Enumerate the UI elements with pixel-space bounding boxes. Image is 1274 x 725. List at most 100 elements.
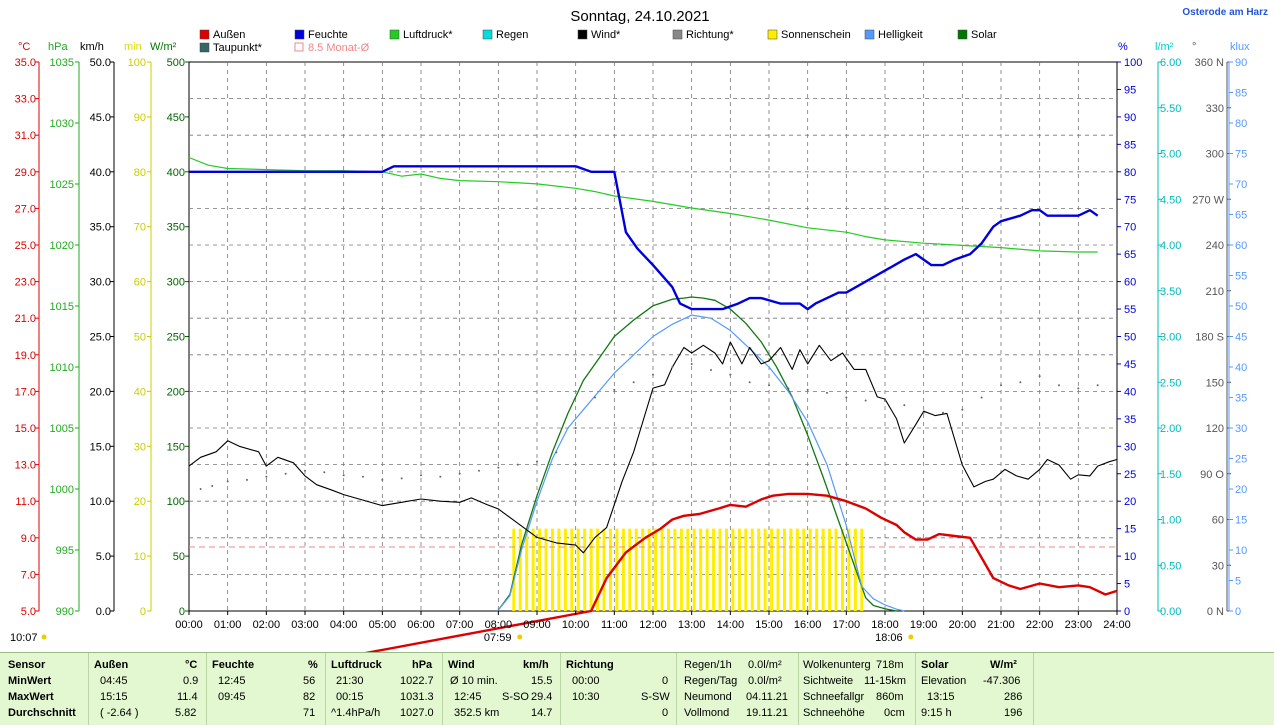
hum-axis-tick-label: 5	[1124, 579, 1130, 591]
temperature-line	[364, 492, 1118, 652]
sunshine-bar	[692, 528, 696, 611]
sunshine-bar	[608, 528, 612, 611]
stats-label-min: MinWert	[8, 675, 52, 687]
dir-axis-tick-label: 180 S	[1195, 332, 1224, 344]
temp-unit: °C	[18, 41, 30, 53]
feuchte-max-time: 09:45	[218, 691, 246, 703]
wind-axis-tick-label: 0.0	[96, 606, 111, 618]
legend-swatch	[957, 29, 968, 40]
wind-title: Wind	[448, 659, 475, 671]
solar-unit: W/m²	[990, 659, 1017, 671]
direction-point	[845, 396, 848, 399]
solar-axis-tick-label: 250	[167, 332, 185, 344]
hum-axis-tick-label: 85	[1124, 139, 1136, 151]
rain-axis-tick-label: 2.50	[1160, 377, 1181, 389]
light-axis-tick-label: 45	[1235, 332, 1247, 344]
direction-point	[690, 362, 693, 365]
rain-axis-tick-label: 5.50	[1160, 103, 1181, 115]
legend-label: Taupunkt*	[213, 42, 263, 54]
dir-axis-tick-label: 330	[1206, 103, 1224, 115]
solar-unit: W/m²	[150, 41, 177, 53]
direction-point	[516, 463, 519, 466]
rain-unit: l/m²	[1155, 41, 1174, 53]
direction-point	[942, 411, 944, 414]
dir-axis-tick-label: 120	[1206, 423, 1224, 435]
hum-axis-tick-label: 45	[1124, 359, 1136, 371]
wolken-value-1: 718m	[876, 659, 904, 671]
direction-point	[652, 373, 654, 376]
rain-axis-tick-label: 2.00	[1160, 423, 1181, 435]
weather-chart: Sonntag, 24.10.2021 Osterode am Harz Auß…	[10, 7, 1268, 652]
dir-axis-tick-label: 240	[1206, 240, 1224, 252]
sunshine-bar	[525, 528, 529, 611]
x-tick-label: 04:00	[330, 619, 358, 631]
sunshine-bar	[828, 528, 832, 611]
solar-axis-tick-label: 50	[173, 551, 185, 563]
light-axis-tick-label: 20	[1235, 484, 1247, 496]
solar-value-2: -47.306	[983, 675, 1021, 687]
hum-axis-tick-label: 10	[1124, 551, 1136, 563]
light-axis-tick-label: 65	[1235, 210, 1247, 222]
light-axis-tick-label: 90	[1235, 57, 1247, 69]
x-tick-label: 20:00	[949, 619, 977, 631]
sun-axis-tick-label: 90	[134, 112, 146, 124]
feuchte-unit: %	[308, 659, 318, 671]
x-tick-label: 12:00	[639, 619, 667, 631]
hum-axis-tick-label: 75	[1124, 194, 1136, 206]
solar-axis-tick-label: 350	[167, 222, 185, 234]
press-axis-tick-label: 1035	[50, 57, 74, 69]
light-axis-tick-label: 5	[1235, 576, 1241, 588]
direction-point	[246, 478, 248, 481]
sunshine-bar	[621, 528, 625, 611]
axis-unit-labels: °C hPa km/h min W/m² % l/m² ° klux	[18, 41, 1250, 53]
sunshine-bar	[634, 528, 638, 611]
wind-axis-tick-label: 30.0	[90, 277, 111, 289]
direction-point	[768, 384, 770, 387]
dir-axis-tick-label: 90 O	[1200, 469, 1224, 481]
aussen-unit: °C	[185, 659, 198, 671]
temp-axis-tick-label: 29.0	[15, 167, 36, 179]
sunshine-bar	[782, 528, 786, 611]
wind-axis-tick-label: 50.0	[90, 57, 111, 69]
x-tick-label: 14:00	[717, 619, 745, 631]
sunshine-bar	[815, 528, 819, 611]
legend-label: Helligkeit	[878, 29, 923, 41]
sunshine-bar	[570, 528, 574, 611]
direction-point	[381, 478, 384, 481]
sunshine-bar	[776, 528, 780, 611]
dir-axis-tick-label: 30	[1212, 560, 1224, 572]
x-tick-label: 15:00	[755, 619, 783, 631]
stats-label-avg: Durchschnitt	[8, 707, 76, 719]
wolken-value-2: 11-15km	[864, 675, 906, 687]
direction-point	[362, 475, 364, 478]
legend-swatch	[767, 29, 778, 40]
temp-axis-tick-label: 23.0	[15, 277, 36, 289]
wind-axis-tick-label: 35.0	[90, 222, 111, 234]
sunshine-bar	[795, 528, 799, 611]
rain-axis-tick-label: 3.00	[1160, 332, 1181, 344]
sunshine-bar	[724, 528, 728, 611]
sunshine-bar	[712, 528, 716, 611]
sunshine-bar	[596, 528, 600, 611]
hum-axis-tick-label: 0	[1124, 606, 1130, 618]
wind-axis-tick-label: 5.0	[96, 551, 111, 563]
sunshine-bar	[860, 528, 864, 611]
direction-point	[632, 381, 635, 384]
wind-min-label: Ø 10 min.	[450, 675, 498, 687]
sunshine-bar	[789, 528, 793, 611]
x-axis: 00:00 01:00 02:00 03:00 04:00 05:00 06:00 07:00…	[10, 611, 1131, 644]
direction-point	[671, 366, 674, 368]
x-tick-label: 22:00	[1026, 619, 1054, 631]
light-axis-tick-label: 35	[1235, 393, 1247, 405]
sun-axis-tick-label: 0	[140, 606, 146, 618]
sun-axis-tick-label: 40	[134, 386, 146, 398]
hum-axis-tick-label: 95	[1124, 84, 1136, 96]
sunshine-bar	[744, 528, 748, 611]
feuchte-min-time: 12:45	[218, 675, 246, 687]
legend-label: Luftdruck*	[403, 29, 453, 41]
direction-point	[729, 373, 732, 376]
temp-axis-tick-label: 9.0	[21, 533, 36, 545]
legend-swatch	[294, 29, 305, 40]
luftdruck-min: 1022.7	[400, 675, 434, 687]
legend-label: Wind*	[591, 29, 621, 41]
